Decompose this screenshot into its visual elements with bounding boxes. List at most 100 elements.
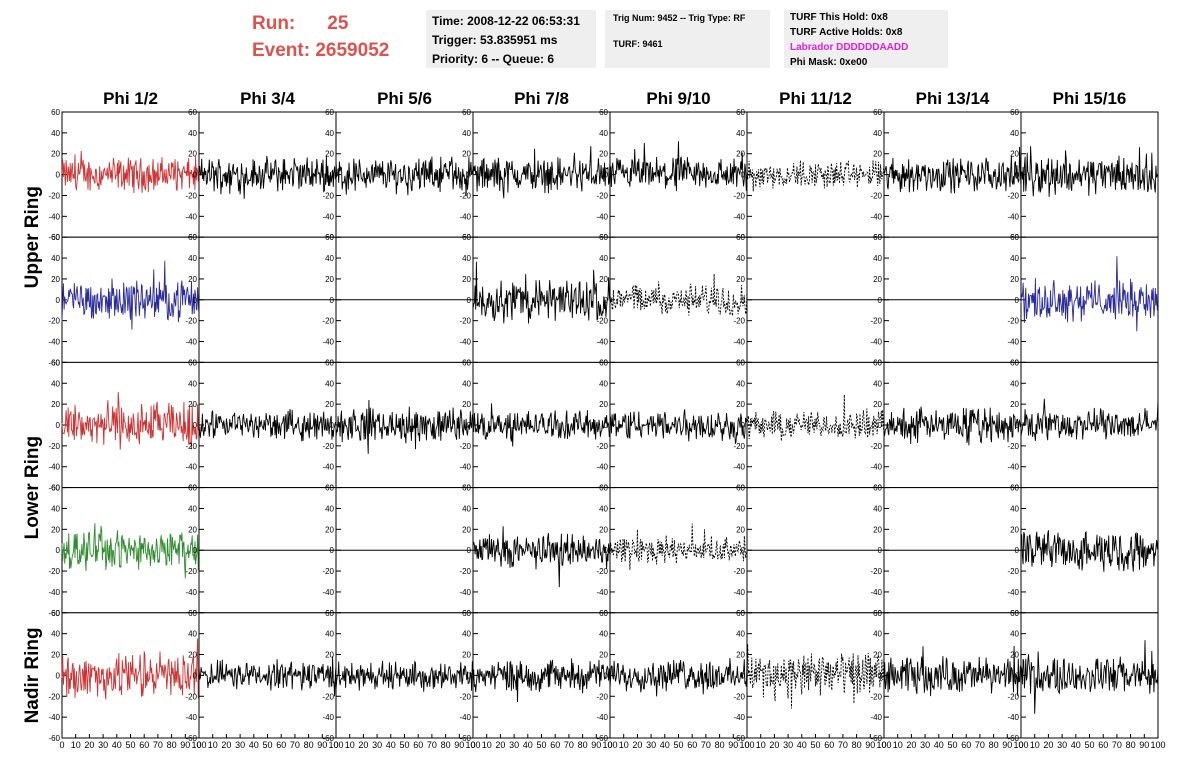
y-tick-label: 20 xyxy=(736,150,745,159)
x-tick-label: 20 xyxy=(1043,740,1053,750)
waveform-trace xyxy=(198,155,337,199)
waveform-trace xyxy=(609,141,748,192)
waveform-trace xyxy=(609,409,748,444)
y-tick-label: 60 xyxy=(325,484,334,493)
y-tick-label: 0 xyxy=(1015,296,1020,305)
y-tick-label: 20 xyxy=(325,400,334,409)
x-tick-label: 40 xyxy=(386,740,396,750)
y-tick-label: -40 xyxy=(185,212,197,221)
y-tick-label: 40 xyxy=(736,129,745,138)
y-tick-label: 40 xyxy=(188,630,197,639)
x-tick-label: 50 xyxy=(810,740,820,750)
panel-frame xyxy=(61,111,200,238)
x-tick-label: 0 xyxy=(881,740,886,750)
y-tick-label: -20 xyxy=(733,692,745,701)
y-tick-label: -40 xyxy=(322,588,334,597)
x-tick-label: 0 xyxy=(470,740,475,750)
y-tick-label: 0 xyxy=(467,421,472,430)
y-tick-label: -40 xyxy=(322,338,334,347)
waveform-trace xyxy=(883,146,1022,194)
turf-this-hold-text: TURF This Hold: 0x8 xyxy=(790,12,888,23)
y-tick-label: 0 xyxy=(330,421,335,430)
waveform-trace xyxy=(609,273,748,316)
y-tick-label: 20 xyxy=(51,525,60,534)
y-tick-label: 0 xyxy=(56,671,61,680)
y-tick-label: 60 xyxy=(51,358,60,367)
event-label: Event: xyxy=(252,40,311,61)
y-tick-label: 60 xyxy=(599,358,608,367)
y-tick-label: 60 xyxy=(51,233,60,242)
y-tick-label: 60 xyxy=(736,609,745,618)
y-tick-label: 0 xyxy=(604,546,609,555)
waveform-trace xyxy=(1020,530,1159,572)
y-tick-label: 0 xyxy=(56,171,61,180)
y-tick-label: 0 xyxy=(330,171,335,180)
y-tick-label: -20 xyxy=(1007,317,1019,326)
column-title: Phi 13/14 xyxy=(916,89,990,108)
waveform-trace xyxy=(61,638,200,700)
y-tick-label: -40 xyxy=(1007,713,1019,722)
y-tick-label: 0 xyxy=(741,296,746,305)
y-tick-label: -40 xyxy=(870,713,882,722)
y-tick-label: 40 xyxy=(873,129,882,138)
y-tick-label: -60 xyxy=(596,734,608,743)
x-tick-label: 90 xyxy=(865,740,875,750)
y-tick-label: 20 xyxy=(51,651,60,660)
x-tick-label: 40 xyxy=(523,740,533,750)
y-tick-label: 60 xyxy=(736,484,745,493)
y-tick-label: 40 xyxy=(599,379,608,388)
x-tick-label: 10 xyxy=(756,740,766,750)
y-tick-label: 60 xyxy=(325,108,334,117)
x-tick-label: 40 xyxy=(660,740,670,750)
y-tick-label: 40 xyxy=(188,129,197,138)
x-tick-label: 70 xyxy=(427,740,437,750)
y-tick-label: 20 xyxy=(599,400,608,409)
y-tick-label: -40 xyxy=(1007,463,1019,472)
y-tick-label: 40 xyxy=(325,379,334,388)
y-tick-label: 60 xyxy=(599,609,608,618)
y-tick-label: 60 xyxy=(188,484,197,493)
y-tick-label: 20 xyxy=(188,651,197,660)
x-tick-label: 80 xyxy=(441,740,451,750)
y-tick-label: 60 xyxy=(599,108,608,117)
trigger-text: Trigger: 53.835951 ms xyxy=(432,33,558,47)
y-tick-label: -20 xyxy=(48,692,60,701)
y-tick-label: -40 xyxy=(459,713,471,722)
y-tick-label: 0 xyxy=(604,171,609,180)
x-tick-label: 30 xyxy=(98,740,108,750)
x-tick-label: 20 xyxy=(358,740,368,750)
waveform-trace xyxy=(335,660,474,692)
x-tick-label: 100 xyxy=(328,740,343,750)
y-tick-label: 0 xyxy=(878,671,883,680)
waveform-trace xyxy=(609,657,748,697)
y-tick-label: 0 xyxy=(467,171,472,180)
x-tick-label: 100 xyxy=(1150,740,1165,750)
y-tick-label: 40 xyxy=(1010,254,1019,263)
y-tick-label: 0 xyxy=(193,546,198,555)
y-tick-label: 0 xyxy=(1015,171,1020,180)
x-tick-label: 100 xyxy=(191,740,206,750)
y-tick-label: 60 xyxy=(462,609,471,618)
x-tick-label: 20 xyxy=(769,740,779,750)
y-tick-label: -20 xyxy=(459,191,471,200)
row-label: Lower Ring xyxy=(22,436,43,539)
y-tick-label: -60 xyxy=(870,734,882,743)
y-tick-label: 20 xyxy=(1010,275,1019,284)
x-tick-label: 100 xyxy=(1013,740,1028,750)
y-tick-label: -20 xyxy=(870,442,882,451)
x-tick-label: 60 xyxy=(961,740,971,750)
y-tick-label: 0 xyxy=(741,421,746,430)
x-tick-label: 60 xyxy=(687,740,697,750)
turf-text: TURF: 9461 xyxy=(613,39,663,49)
y-tick-label: 60 xyxy=(736,358,745,367)
y-tick-label: -20 xyxy=(596,317,608,326)
y-tick-label: -20 xyxy=(48,191,60,200)
y-tick-label: -20 xyxy=(733,317,745,326)
x-tick-label: 20 xyxy=(906,740,916,750)
column-title: Phi 7/8 xyxy=(514,89,569,108)
x-tick-label: 90 xyxy=(591,740,601,750)
y-tick-label: 0 xyxy=(56,546,61,555)
y-tick-label: -20 xyxy=(596,442,608,451)
x-tick-label: 40 xyxy=(112,740,122,750)
y-tick-label: 0 xyxy=(604,671,609,680)
